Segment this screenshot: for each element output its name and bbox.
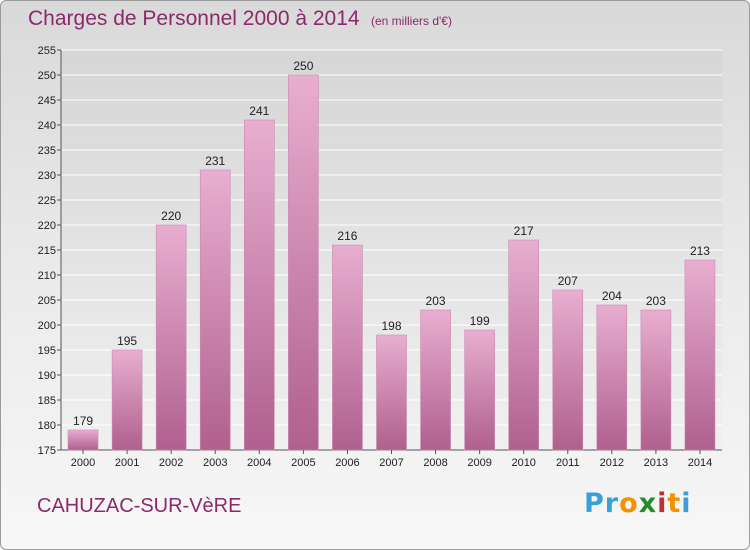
y-tick-label: 205 (38, 295, 56, 307)
bar-value-label: 241 (249, 104, 269, 118)
logo-letter: i (681, 488, 692, 519)
bar-value-label: 213 (690, 244, 710, 258)
y-tick-label: 235 (38, 145, 56, 157)
x-tick-label: 2000 (71, 457, 95, 469)
bar (199, 169, 231, 451)
x-tick-label: 2004 (247, 457, 271, 469)
bar (67, 429, 99, 451)
bar-value-label: 250 (293, 59, 313, 73)
location-name: CAHUZAC-SUR-VèRE (37, 495, 242, 517)
x-tick-label: 2013 (644, 457, 668, 469)
x-tick-label: 2005 (291, 457, 315, 469)
bar-value-label: 199 (470, 314, 490, 328)
y-tick-label: 225 (38, 195, 56, 207)
y-tick-label: 240 (38, 120, 56, 132)
bar-value-label: 204 (602, 289, 622, 303)
bar (376, 334, 407, 451)
x-tick-label: 2011 (556, 457, 580, 469)
logo-letter: o (619, 488, 639, 519)
x-tick-label: 2006 (335, 457, 359, 469)
x-tick-label: 2012 (600, 457, 624, 469)
bar-value-label: 203 (426, 294, 446, 308)
y-tick-label: 180 (38, 420, 56, 432)
bar (155, 224, 187, 451)
y-tick-label: 185 (38, 395, 56, 407)
bar-value-label: 220 (161, 209, 181, 223)
logo-letter: r (604, 488, 620, 519)
bar-value-label: 216 (337, 229, 357, 243)
bar (288, 74, 319, 451)
logo-letter: t (667, 488, 682, 519)
bar-value-label: 231 (205, 154, 225, 168)
y-tick-label: 245 (38, 95, 56, 107)
bar-value-label: 207 (558, 274, 578, 288)
y-tick-label: 215 (38, 245, 56, 257)
y-tick-label: 175 (38, 445, 56, 457)
y-tick-label: 255 (38, 45, 56, 57)
chart-title: Charges de Personnel 2000 à 2014 (28, 7, 360, 30)
x-tick-label: 2003 (203, 457, 227, 469)
bar-value-label: 203 (646, 294, 666, 308)
x-tick-label: 2009 (467, 457, 491, 469)
bar (464, 329, 495, 451)
bar (111, 349, 143, 451)
x-tick-label: 2008 (423, 457, 447, 469)
bar-value-label: 217 (514, 224, 534, 238)
logo-letter: x (638, 488, 658, 519)
bar (552, 289, 584, 451)
bar (684, 259, 716, 451)
chart-subtitle: (en milliers d'€) (371, 14, 452, 28)
y-tick-label: 230 (38, 170, 56, 182)
bar-value-label: 198 (381, 319, 401, 333)
bar-value-label: 195 (117, 334, 137, 348)
x-tick-label: 2010 (511, 457, 535, 469)
x-tick-label: 2002 (159, 457, 183, 469)
x-tick-label: 2007 (379, 457, 403, 469)
bar (332, 244, 363, 451)
bar (508, 239, 540, 451)
bar-value-label: 179 (73, 414, 93, 428)
y-tick-label: 195 (38, 345, 56, 357)
bar (640, 309, 672, 451)
y-tick-label: 210 (38, 270, 56, 282)
bar (244, 119, 275, 451)
proxiti-logo: Proxiti (584, 488, 692, 519)
y-tick-label: 200 (38, 320, 56, 332)
logo-letter: P (584, 488, 605, 519)
y-tick-label: 220 (38, 220, 56, 232)
bar (596, 304, 628, 451)
x-tick-label: 2014 (688, 457, 712, 469)
bar (420, 309, 451, 451)
y-tick-label: 190 (38, 370, 56, 382)
y-tick-label: 250 (38, 70, 56, 82)
x-tick-label: 2001 (115, 457, 139, 469)
logo-letter: i (657, 488, 668, 519)
